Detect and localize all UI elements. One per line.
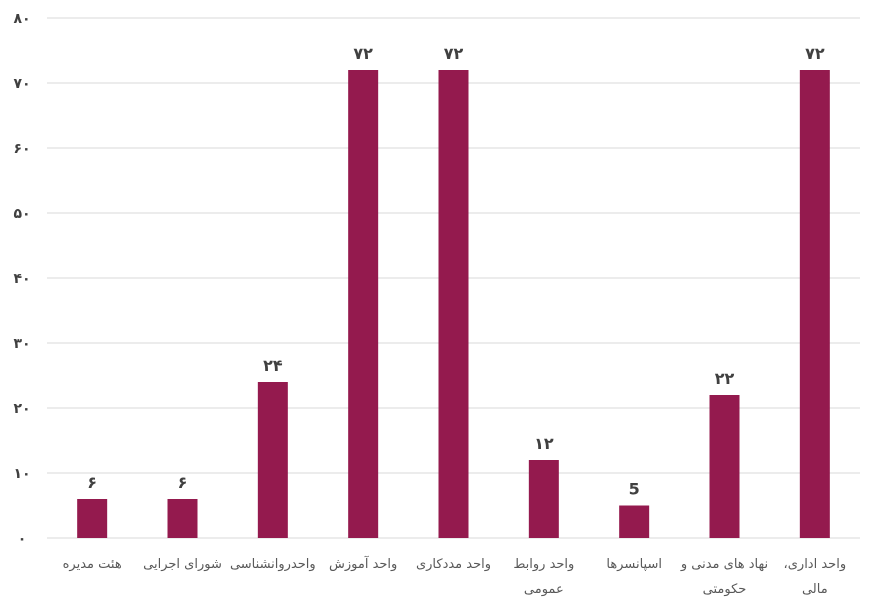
bar: [348, 70, 379, 538]
bar: [799, 70, 830, 538]
data-label: ۲۲: [715, 369, 735, 388]
data-label: ۶: [178, 473, 188, 492]
y-tick-label: ۳۰: [13, 336, 30, 352]
x-tick-label: هئت مدیره: [63, 557, 122, 572]
y-tick-label: ۵۰: [13, 206, 30, 222]
x-tick-label: واحد روابط عمومی: [513, 557, 574, 597]
bar: [77, 499, 108, 538]
data-label: ۷۲: [353, 44, 373, 63]
data-label: ۱۲: [534, 434, 554, 453]
x-tick-label: اسپانسرها: [606, 557, 662, 572]
x-tick-label: واحد آموزش: [329, 555, 397, 572]
data-labels: ۶ ۶ ۲۴ ۷۲ ۷۲ ۱۲ 5 ۲۲ ۷۲: [87, 44, 825, 499]
bars: [77, 70, 830, 538]
y-tick-label: ۷۰: [13, 76, 30, 92]
bar: [528, 460, 559, 538]
y-tick-label: ۲۰: [13, 401, 30, 417]
data-label: ۷۲: [444, 44, 464, 63]
bar: [619, 505, 650, 538]
y-tick-label: ۶۰: [13, 141, 30, 157]
x-axis-category-labels: هئت مدیره شورای اجرایی واحدروانشناسی واحد آ…: [63, 555, 846, 597]
x-tick-label: واحدروانشناسی: [230, 557, 316, 572]
y-tick-label: ۱۰: [13, 466, 30, 482]
data-label: ۶: [87, 473, 97, 492]
data-label: ۷۲: [805, 44, 825, 63]
y-tick-label: ۴۰: [13, 271, 30, 287]
x-tick-label: نهاد های مدنی و حکومتی: [680, 557, 768, 597]
data-label: ۲۴: [263, 356, 283, 375]
bar: [257, 382, 288, 538]
y-axis-tick-labels: ۰ ۱۰ ۲۰ ۳۰ ۴۰ ۵۰ ۶۰ ۷۰ ۸۰: [13, 11, 30, 547]
x-tick-label: شورای اجرایی: [143, 557, 222, 572]
x-tick-label: واحد اداری، مالی: [784, 557, 847, 597]
bar: [709, 395, 740, 538]
bar: [438, 70, 469, 538]
bar: [167, 499, 198, 538]
x-tick-label: واحد مددکاری: [416, 557, 491, 572]
data-label: 5: [629, 480, 640, 499]
y-tick-label: ۰: [18, 531, 27, 547]
y-tick-label: ۸۰: [13, 11, 30, 27]
